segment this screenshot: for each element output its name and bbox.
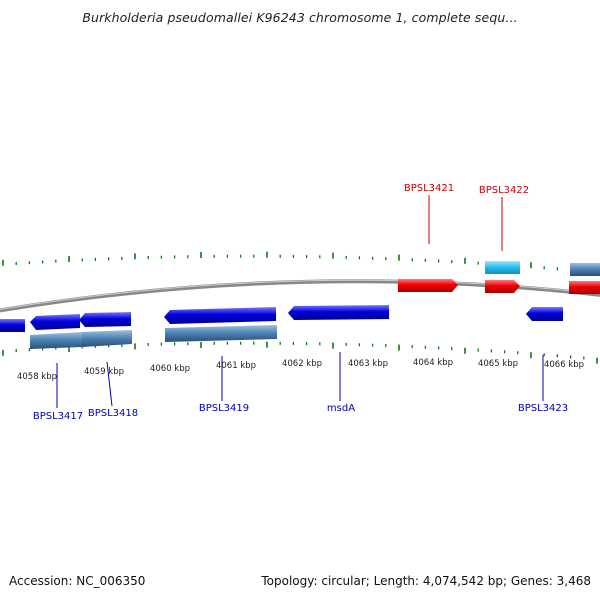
gene-label-BPSL3422[interactable]: BPSL3422 — [479, 185, 529, 196]
tick-marks-upper — [2, 251, 598, 274]
gene-arrow-reverse[interactable] — [30, 314, 80, 330]
genome-stats-text: Topology: circular; Length: 4,074,542 bp… — [261, 574, 591, 588]
cds-feature-block[interactable] — [165, 325, 277, 342]
cds-feature-block[interactable] — [82, 330, 132, 347]
gene-arrow-forward[interactable] — [398, 279, 458, 292]
axis-label-kbp: 4059 kbp — [84, 367, 124, 377]
label-leader-line — [106, 361, 113, 407]
axis-label-kbp: 4060 kbp — [150, 364, 190, 374]
tick-marks-lower — [2, 341, 598, 364]
cds-feature-block[interactable] — [570, 263, 600, 276]
gene-label-BPSL3419[interactable]: BPSL3419 — [199, 403, 249, 414]
gene-label-BPSL3418[interactable]: BPSL3418 — [88, 408, 138, 419]
gene-label-BPSL3417[interactable]: BPSL3417 — [33, 411, 83, 422]
gene-arrow-forward[interactable] — [485, 280, 520, 293]
gene-arrow-forward[interactable] — [569, 281, 600, 294]
rna-feature-block[interactable] — [485, 261, 520, 274]
genome-backbone — [0, 279, 600, 313]
genome-backbone-highlight — [0, 279, 600, 310]
axis-label-kbp: 4063 kbp — [348, 359, 388, 369]
axis-label-kbp: 4064 kbp — [413, 358, 453, 368]
axis-label-kbp: 4066 kbp — [544, 360, 584, 370]
axis-label-kbp: 4065 kbp — [478, 359, 518, 369]
gene-arrow-reverse[interactable] — [79, 312, 131, 327]
map-title: Burkholderia pseudomallei K96243 chromos… — [82, 10, 518, 25]
gene-label-msdA[interactable]: msdA — [327, 403, 355, 414]
accession-text: Accession: NC_006350 — [9, 574, 146, 588]
cds-feature-block[interactable] — [30, 332, 82, 349]
axis-label-kbp: 4061 kbp — [216, 361, 256, 371]
gene-label-BPSL3423[interactable]: BPSL3423 — [518, 403, 568, 414]
gene-arrow-reverse[interactable] — [164, 307, 276, 324]
axis-label-kbp: 4058 kbp — [17, 372, 57, 382]
gene-arrow-reverse[interactable] — [526, 307, 563, 321]
axis-label-kbp: 4062 kbp — [282, 359, 322, 369]
gene-arrow-reverse[interactable] — [0, 319, 25, 332]
gene-label-BPSL3421[interactable]: BPSL3421 — [404, 183, 454, 194]
gene-arrow-reverse[interactable] — [288, 305, 389, 320]
